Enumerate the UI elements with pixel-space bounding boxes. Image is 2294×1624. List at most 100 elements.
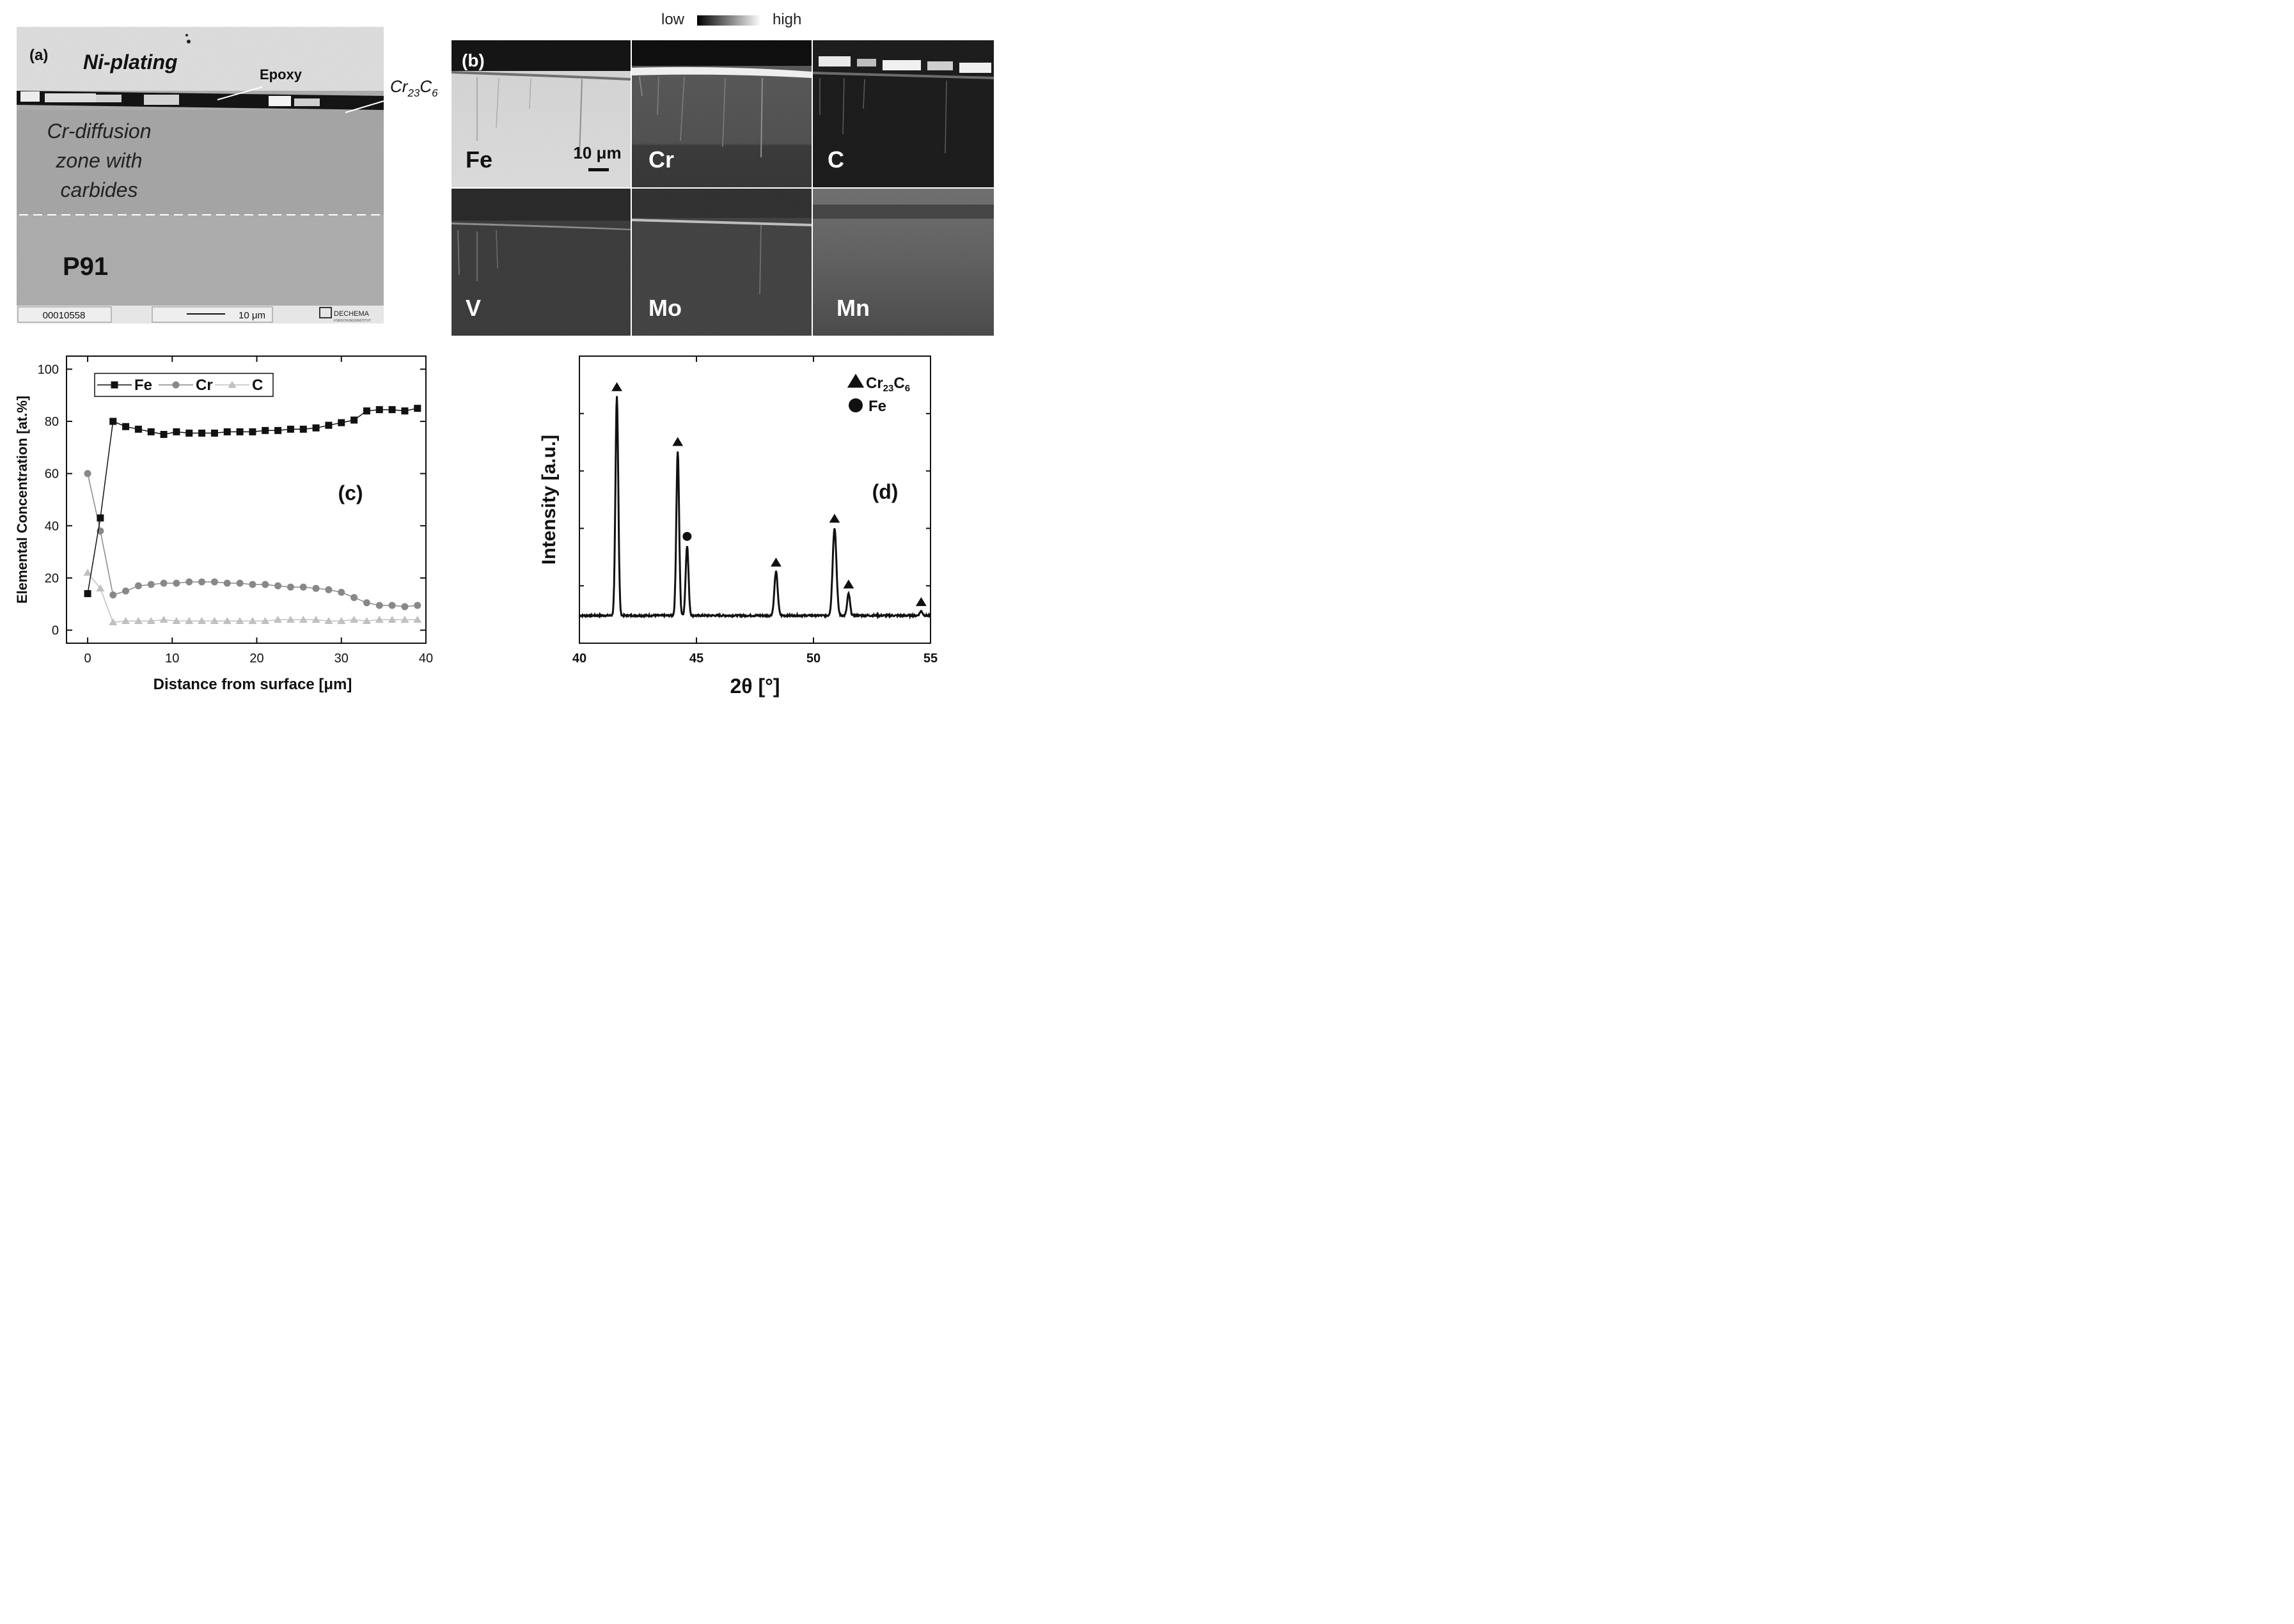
data-point-fe: [84, 589, 91, 597]
epoxy-pointer: [217, 86, 263, 100]
data-point-cr: [414, 602, 421, 609]
carbide-label: Cr23C6: [390, 77, 438, 99]
data-point-c: [96, 584, 105, 591]
dechema-logo-text: DECHEMA: [334, 310, 370, 318]
data-point-fe: [312, 424, 320, 432]
panel-c-concentration-profile: 0 10 20 30 40 0 20 40 60 80 100 Distance from surfa…: [14, 355, 433, 693]
data-point-cr: [287, 583, 294, 591]
data-point-fe: [414, 405, 421, 412]
x-axis-title: 2θ [°]: [730, 675, 780, 698]
data-point-cr: [363, 599, 370, 607]
diffusion-zone-label-1: Cr-diffusion: [47, 120, 151, 143]
data-point-cr: [299, 583, 307, 591]
data-point-c: [261, 617, 270, 625]
data-point-fe: [262, 426, 269, 434]
data-point-fe: [249, 428, 256, 435]
data-point-c: [350, 615, 359, 623]
data-point-c: [223, 617, 232, 625]
data-point-fe: [185, 429, 193, 437]
surface-defect: [185, 34, 188, 36]
data-point-c: [273, 615, 283, 623]
edx-label-v: V: [466, 295, 481, 321]
data-point-cr: [401, 603, 409, 611]
x-tick-label: 40: [572, 652, 586, 666]
data-point-c: [400, 615, 409, 623]
x-tick-label: 55: [923, 652, 938, 666]
data-point-cr: [350, 594, 358, 602]
dechema-logo-sub: FORSCHUNGSINSTITUT: [334, 319, 371, 323]
diffusion-zone-label-2: zone with: [55, 149, 142, 172]
data-point-c: [337, 617, 346, 625]
substrate-label: P91: [63, 253, 108, 281]
data-point-cr: [173, 579, 180, 587]
x-tick-label: 50: [806, 652, 821, 666]
data-point-fe: [274, 426, 282, 434]
data-point-c: [362, 617, 372, 625]
legend-label-cr23c6: Cr23C6: [866, 375, 910, 394]
data-point-cr: [122, 587, 130, 595]
data-point-fe: [97, 514, 104, 522]
y-tick-label: 80: [45, 415, 59, 429]
data-point-c: [248, 617, 257, 625]
peak-marker-cr23c6: [915, 597, 927, 606]
edx-label-c: C: [828, 146, 844, 173]
legend-marker-cr: [172, 381, 180, 389]
panel-a-micrograph: (a) Ni-plating Epoxy Cr23C6 Cr-diffusion…: [17, 27, 438, 324]
edx-scale-bar: [588, 168, 609, 171]
data-point-cr: [84, 470, 91, 478]
data-point-c: [159, 615, 168, 623]
legend-label-c: C: [252, 377, 263, 394]
data-point-c: [286, 615, 295, 623]
series-line-fe: [87, 407, 418, 594]
data-point-fe: [363, 407, 370, 415]
data-point-c: [311, 615, 320, 623]
carbide-pointer: [345, 100, 384, 113]
plot-frame: [579, 355, 931, 644]
series-line-c: [87, 572, 418, 623]
edx-label-mn: Mn: [837, 295, 870, 321]
data-point-c: [134, 617, 143, 625]
data-point-cr: [185, 578, 193, 586]
y-tick-label: 20: [45, 572, 59, 586]
legend-marker-fe: [849, 398, 863, 412]
intensity-legend-bar: [697, 15, 761, 26]
data-point-fe: [338, 419, 345, 426]
xrd-pattern-line: [579, 396, 931, 620]
y-tick-label: 60: [45, 467, 59, 481]
data-point-c: [388, 615, 397, 623]
x-tick-label: 45: [689, 652, 703, 666]
data-point-cr: [210, 578, 218, 586]
data-point-fe: [401, 407, 409, 415]
x-axis-title: Distance from surface [μm]: [153, 676, 352, 693]
legend-marker-fe: [111, 381, 118, 389]
data-point-c: [109, 618, 118, 626]
peak-marker-cr23c6: [611, 382, 622, 391]
y-tick-label: 0: [52, 624, 59, 638]
data-point-cr: [249, 581, 256, 588]
peak-marker-cr23c6: [829, 513, 840, 523]
dechema-logo-icon: [319, 307, 332, 318]
data-point-cr: [236, 579, 244, 587]
data-point-cr: [262, 581, 269, 588]
data-point-c: [83, 568, 92, 576]
data-point-c: [172, 617, 181, 625]
surface-defect: [187, 40, 191, 43]
data-point-fe: [160, 430, 168, 438]
data-point-fe: [122, 423, 130, 430]
footer-id: 00010558: [43, 310, 86, 321]
legend-marker-c: [228, 380, 237, 388]
panel-b-edx-maps: low high: [452, 11, 994, 336]
peak-marker-cr23c6: [672, 437, 684, 446]
legend-high-label: high: [773, 11, 801, 28]
legend-marker-cr23c6: [847, 373, 865, 388]
data-point-c: [185, 617, 194, 625]
data-point-c: [324, 617, 333, 625]
data-point-fe: [287, 425, 294, 433]
edx-label-cr: Cr: [648, 146, 674, 173]
data-point-fe: [173, 428, 180, 435]
panel-d-xrd-pattern: 40 45 50 55 2θ [°] Intensity [a.u.] (d) Cr23C6 F…: [538, 355, 938, 698]
y-tick-label: 100: [38, 363, 59, 377]
footer-id-box: [17, 306, 112, 323]
y-axis-title: Intensity [a.u.]: [538, 435, 560, 565]
panel-a-label: (a): [29, 47, 48, 64]
